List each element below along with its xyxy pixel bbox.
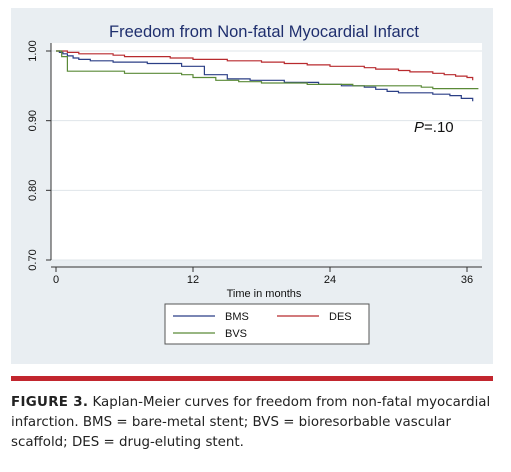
figure-caption: FIGURE 3. Kaplan-Meier curves for freedo… — [11, 393, 493, 453]
caption-text: Kaplan-Meier curves for freedom from non… — [11, 395, 491, 450]
p-value-italic: P — [414, 119, 424, 136]
ticks-layer: 0.70 0.80 0.90 1.00 0 12 24 36 — [27, 40, 473, 286]
y-tick-label: 0.70 — [27, 249, 39, 270]
caption-divider — [11, 376, 493, 381]
y-tick-label: 1.00 — [27, 40, 39, 61]
legend-box — [164, 303, 370, 345]
series-layer — [56, 50, 479, 102]
y-tick-label: 0.90 — [27, 110, 39, 131]
legend: BMS DES BVS — [164, 303, 370, 345]
p-value-rest: =.10 — [424, 119, 454, 136]
series-line-bms — [56, 50, 474, 102]
series-line-des — [56, 50, 474, 81]
y-tick-label: 0.80 — [27, 180, 39, 201]
p-value-annotation: P=.10 — [414, 119, 454, 136]
figure-panel: Freedom from Non-fatal Myocardial Infarc… — [11, 8, 493, 364]
chart-title: Freedom from Non-fatal Myocardial Infarc… — [109, 23, 419, 41]
plot-area — [51, 43, 482, 260]
legend-label-bms: BMS — [225, 311, 249, 323]
legend-label-des: DES — [329, 311, 352, 323]
caption-label: FIGURE 3. — [11, 395, 89, 410]
x-tick-label: 0 — [53, 274, 59, 286]
kaplan-meier-chart: Freedom from Non-fatal Myocardial Infarc… — [27, 23, 482, 345]
x-axis-label: Time in months — [227, 288, 302, 300]
x-tick-label: 36 — [461, 274, 473, 286]
x-tick-label: 24 — [324, 274, 336, 286]
legend-label-bvs: BVS — [225, 328, 247, 340]
grid-layer — [51, 50, 482, 261]
legend-items: BMS DES BVS — [173, 311, 352, 340]
x-tick-label: 12 — [187, 274, 199, 286]
axis-layer — [50, 43, 482, 268]
series-line-bvs — [56, 50, 479, 90]
